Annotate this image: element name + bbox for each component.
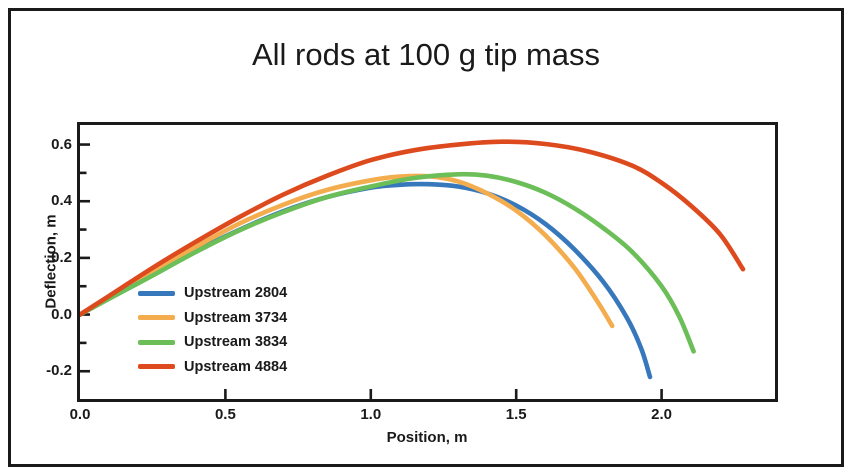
chart-title: All rods at 100 g tip mass — [251, 37, 601, 72]
legend-item: Upstream 3734 — [138, 306, 287, 331]
legend-item: Upstream 2804 — [138, 281, 287, 306]
plot-area: Upstream 2804 Upstream 3734 Upstream 3834 U… — [43, 122, 778, 446]
curves-canvas — [80, 139, 746, 399]
x-axis-label: Position, m — [386, 429, 468, 446]
legend-swatch — [138, 339, 175, 345]
legend: Upstream 2804 Upstream 3734 Upstream 3834 U… — [138, 281, 287, 379]
legend-item: Upstream 3834 — [138, 330, 287, 355]
legend-label: Upstream 3834 — [184, 334, 288, 351]
y-tick-label: 0.4 — [51, 192, 72, 210]
legend-label: Upstream 2804 — [184, 285, 288, 302]
legend-swatch — [138, 364, 175, 370]
x-tick-label: 1.0 — [360, 406, 382, 423]
series-line-upstream-3734 — [80, 173, 615, 329]
series-line-upstream-4884 — [80, 139, 746, 317]
legend-swatch — [138, 315, 175, 321]
x-tick-label: 2.0 — [651, 406, 672, 423]
legend-item: Upstream 4884 — [138, 355, 287, 380]
x-tick-label: 0.5 — [214, 406, 236, 423]
plot-border — [77, 122, 778, 402]
series-line-upstream-3834 — [80, 171, 696, 354]
legend-swatch — [138, 290, 175, 296]
x-tick-label: 1.5 — [505, 406, 527, 423]
y-axis-label: Deflection, m — [42, 214, 60, 309]
y-tick-label: -0.2 — [46, 362, 72, 380]
y-tick-label: 0.6 — [51, 135, 72, 153]
legend-label: Upstream 4884 — [184, 358, 288, 375]
y-tick-label: 0.0 — [51, 305, 72, 323]
figure-frame: All rods at 100 g tip mass Upstream 2804… — [8, 8, 844, 467]
legend-label: Upstream 3734 — [184, 309, 288, 326]
x-tick-label: 0.0 — [69, 406, 91, 423]
y-tick-label: 0.2 — [51, 248, 72, 266]
